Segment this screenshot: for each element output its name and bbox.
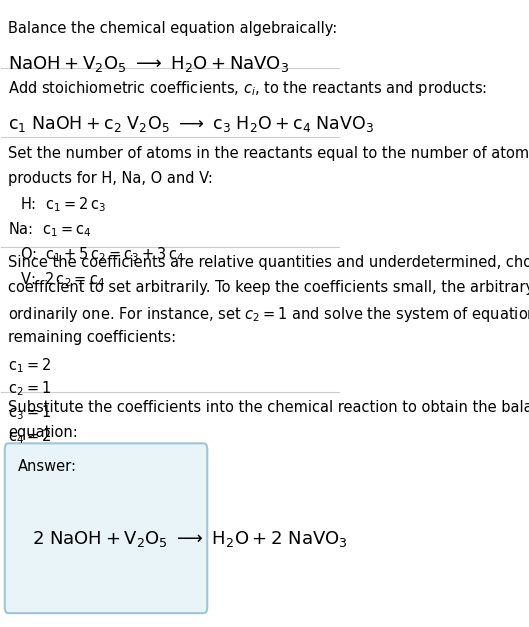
- Text: $\mathrm{c_1 = 2}$: $\mathrm{c_1 = 2}$: [8, 356, 51, 375]
- Text: ordinarily one. For instance, set $c_2 = 1$ and solve the system of equations fo: ordinarily one. For instance, set $c_2 =…: [8, 305, 529, 324]
- Text: remaining coefficients:: remaining coefficients:: [8, 330, 176, 345]
- Text: H:  $\mathrm{c_1 = 2\,c_3}$: H: $\mathrm{c_1 = 2\,c_3}$: [20, 196, 106, 214]
- Text: products for H, Na, O and V:: products for H, Na, O and V:: [8, 171, 213, 186]
- Text: $\mathrm{c_3 = 1}$: $\mathrm{c_3 = 1}$: [8, 403, 51, 422]
- Text: $\mathrm{2\ NaOH + V_2O_5 \ \longrightarrow \ H_2O + 2\ NaVO_3}$: $\mathrm{2\ NaOH + V_2O_5 \ \longrightar…: [32, 529, 348, 549]
- Text: $\mathrm{c_1\ NaOH + c_2\ V_2O_5 \ \longrightarrow \ c_3\ H_2O + c_4\ NaVO_3}$: $\mathrm{c_1\ NaOH + c_2\ V_2O_5 \ \long…: [8, 113, 374, 134]
- Text: Substitute the coefficients into the chemical reaction to obtain the balanced: Substitute the coefficients into the che…: [8, 399, 529, 414]
- Text: $\mathrm{NaOH + V_2O_5 \ \longrightarrow \ H_2O + NaVO_3}$: $\mathrm{NaOH + V_2O_5 \ \longrightarrow…: [8, 55, 289, 75]
- Text: O:  $\mathrm{c_1 + 5\,c_2 = c_3 + 3\,c_4}$: O: $\mathrm{c_1 + 5\,c_2 = c_3 + 3\,c_4}…: [20, 245, 185, 264]
- Text: Since the coefficients are relative quantities and underdetermined, choose a: Since the coefficients are relative quan…: [8, 255, 529, 270]
- Text: Answer:: Answer:: [19, 459, 77, 474]
- Text: equation:: equation:: [8, 424, 78, 440]
- Text: Set the number of atoms in the reactants equal to the number of atoms in the: Set the number of atoms in the reactants…: [8, 145, 529, 161]
- Text: coefficient to set arbitrarily. To keep the coefficients small, the arbitrary va: coefficient to set arbitrarily. To keep …: [8, 280, 529, 295]
- Text: Add stoichiometric coefficients, $c_i$, to the reactants and products:: Add stoichiometric coefficients, $c_i$, …: [8, 79, 487, 98]
- Text: $\mathrm{c_2 = 1}$: $\mathrm{c_2 = 1}$: [8, 380, 51, 398]
- Text: Balance the chemical equation algebraically:: Balance the chemical equation algebraica…: [8, 21, 338, 36]
- FancyBboxPatch shape: [5, 443, 207, 613]
- Text: $\mathrm{c_4 = 2}$: $\mathrm{c_4 = 2}$: [8, 427, 51, 446]
- Text: Na:  $\mathrm{c_1 = c_4}$: Na: $\mathrm{c_1 = c_4}$: [8, 221, 92, 239]
- Text: V:  $\mathrm{2\,c_2 = c_4}$: V: $\mathrm{2\,c_2 = c_4}$: [20, 270, 105, 289]
